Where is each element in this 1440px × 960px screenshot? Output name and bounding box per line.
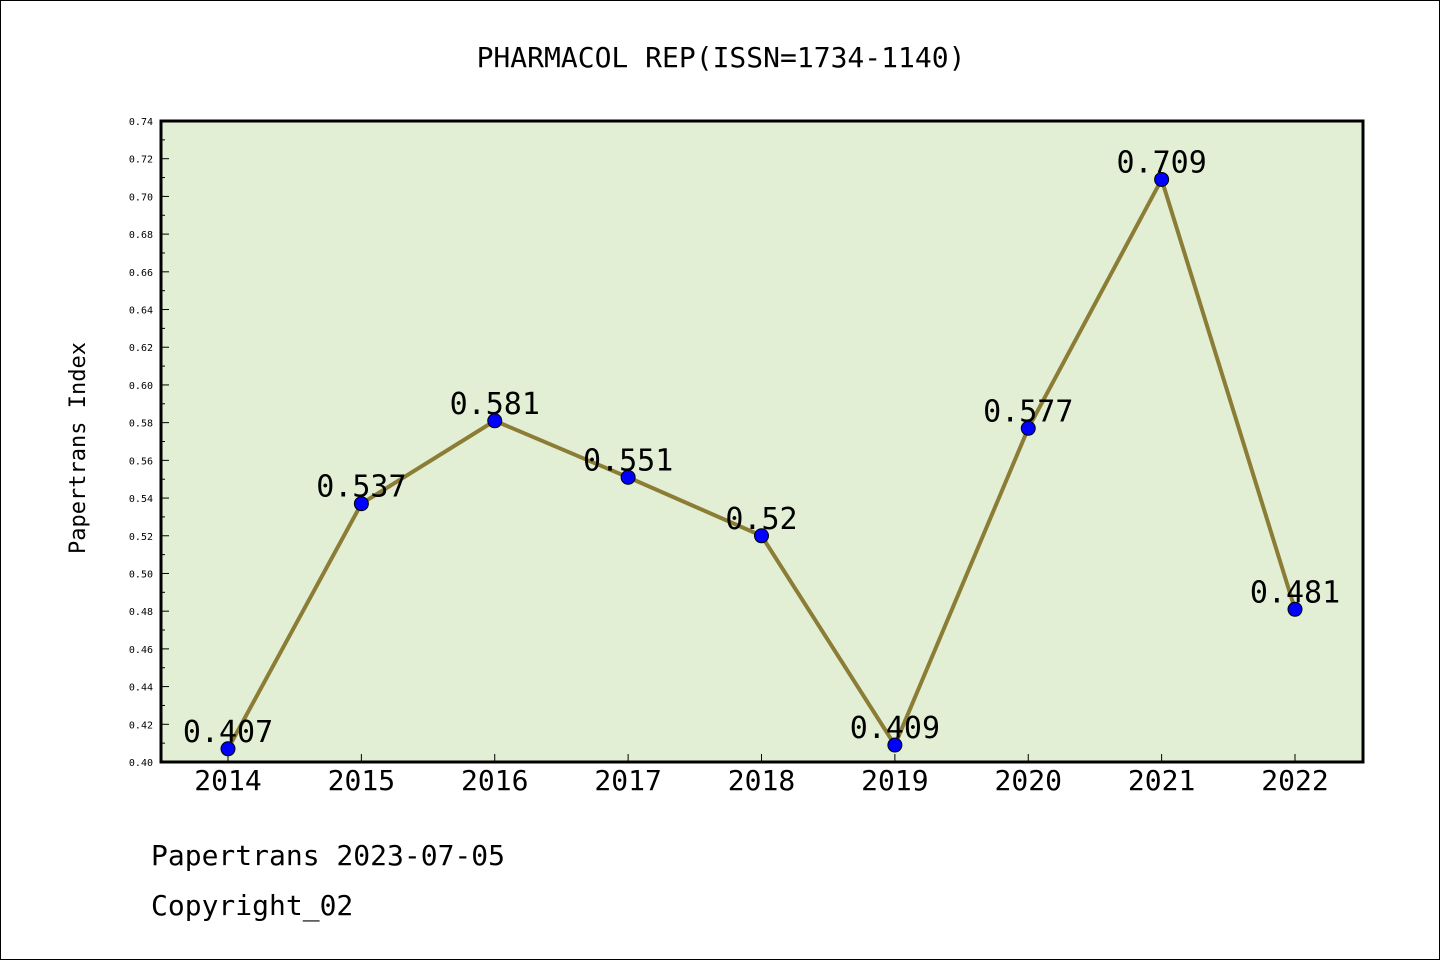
- data-point: [1020, 420, 1036, 436]
- footer-copyright-text: Copyright_02: [151, 889, 353, 923]
- data-point: [1154, 171, 1170, 187]
- x-tick-label: 2019: [861, 764, 928, 797]
- x-tick-label: 2018: [728, 764, 795, 797]
- plot-border: [159, 119, 1365, 764]
- y-tick-label: 0.40: [129, 758, 153, 769]
- y-axis-label: Papertrans Index: [66, 342, 91, 554]
- y-tick-label: 0.56: [129, 456, 153, 467]
- x-tick-label: 2022: [1261, 764, 1328, 797]
- y-tick-label: 0.44: [129, 683, 153, 694]
- data-label: 0.551: [583, 443, 673, 478]
- y-tick-label: 0.48: [129, 607, 153, 618]
- y-tick-label: 0.58: [129, 419, 153, 430]
- data-labels: 0.407 0.537 0.581 0.551 0.52 0.409 0.577 0.709 0…: [183, 145, 1340, 749]
- data-label: 0.709: [1116, 145, 1206, 180]
- y-tick-label: 0.74: [129, 117, 153, 128]
- data-label: 0.577: [983, 394, 1073, 429]
- footer-source-text: Papertrans 2023-07-05: [151, 839, 505, 872]
- y-tick-label: 0.62: [129, 343, 153, 354]
- y-tick-label: 0.70: [129, 192, 153, 203]
- data-label: 0.537: [316, 470, 406, 505]
- data-point: [754, 528, 769, 544]
- y-tick-label: 0.46: [129, 645, 153, 656]
- y-tick-label: 0.54: [129, 494, 153, 505]
- y-tick-label: 0.42: [129, 720, 153, 731]
- chart-title: PHARMACOL REP(ISSN=1734-1140): [477, 41, 966, 74]
- y-tick-label: 0.60: [129, 381, 153, 392]
- y-tick-label: 0.52: [129, 532, 153, 543]
- y-tick-label: 0.50: [129, 569, 153, 580]
- data-label: 0.481: [1250, 575, 1340, 610]
- data-label: 0.407: [183, 715, 273, 750]
- x-tick-label: 2017: [594, 764, 661, 797]
- y-tick-label: 0.66: [129, 268, 153, 279]
- x-tick-label: 2014: [194, 764, 261, 797]
- data-point: [220, 741, 236, 757]
- y-axis: 0.40 0.42 0.44 0.46 0.48 0.50 0.52 0.54 0.56 0.58…: [129, 117, 169, 769]
- data-points: [220, 171, 1303, 757]
- plot-area: [161, 121, 1363, 762]
- data-point: [487, 413, 503, 429]
- data-label: 0.52: [725, 502, 797, 537]
- x-axis: 2014 2015 2016 2017 2018 2019 2020 2021 2022: [194, 754, 1329, 797]
- data-label: 0.581: [450, 387, 540, 422]
- x-tick-label: 2016: [461, 764, 528, 797]
- y-tick-label: 0.64: [129, 306, 153, 317]
- data-label: 0.409: [850, 711, 940, 746]
- data-point: [353, 496, 369, 512]
- x-tick-label: 2021: [1128, 764, 1195, 797]
- y-tick-label: 0.68: [129, 230, 153, 241]
- x-tick-label: 2020: [995, 764, 1062, 797]
- data-point: [1287, 601, 1303, 617]
- x-tick-label: 2015: [328, 764, 395, 797]
- data-point: [620, 469, 636, 485]
- data-point: [887, 737, 903, 753]
- y-tick-label: 0.72: [129, 155, 153, 166]
